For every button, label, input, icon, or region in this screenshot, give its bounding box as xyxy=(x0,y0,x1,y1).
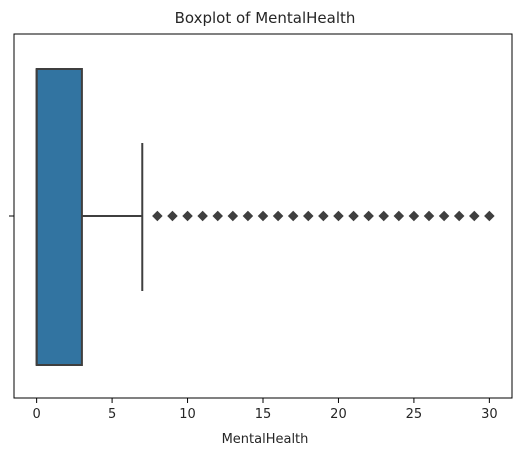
outlier-point xyxy=(197,210,208,222)
outlier-point xyxy=(423,210,435,222)
x-axis-label: MentalHealth xyxy=(222,432,309,447)
outlier-point xyxy=(167,210,178,222)
outlier-point xyxy=(348,210,359,222)
outlier-point xyxy=(453,210,465,222)
x-tick-label: 25 xyxy=(406,407,423,422)
outlier-point xyxy=(378,210,389,222)
outlier-point xyxy=(227,210,239,222)
outlier-point xyxy=(242,210,254,222)
x-tick-label: 30 xyxy=(481,407,498,422)
x-tick-label: 10 xyxy=(179,407,196,422)
x-axis: 0 5 10 15 20 25 30 xyxy=(32,398,498,422)
outlier-point xyxy=(333,210,344,222)
chart-title: Boxplot of MentalHealth xyxy=(175,9,356,27)
outlier-point xyxy=(303,210,314,222)
outlier-point xyxy=(212,210,223,222)
outlier-point xyxy=(408,210,420,222)
outlier-point xyxy=(257,210,269,222)
outlier-point xyxy=(318,210,329,222)
outlier-point xyxy=(287,210,299,222)
box xyxy=(35,68,83,366)
outlier-point xyxy=(469,210,480,222)
outlier-point xyxy=(363,210,374,222)
outlier-point xyxy=(182,210,193,222)
x-tick-label: 15 xyxy=(255,407,272,422)
outlier-point xyxy=(152,210,163,222)
x-tick-label: 0 xyxy=(32,407,40,422)
x-tick-label: 20 xyxy=(330,407,347,422)
outlier-point xyxy=(393,210,405,222)
outlier-point xyxy=(484,210,495,222)
outlier-point xyxy=(272,210,284,222)
outlier-point xyxy=(438,210,450,222)
plot-area xyxy=(13,33,513,399)
x-tick-label: 5 xyxy=(108,407,116,422)
